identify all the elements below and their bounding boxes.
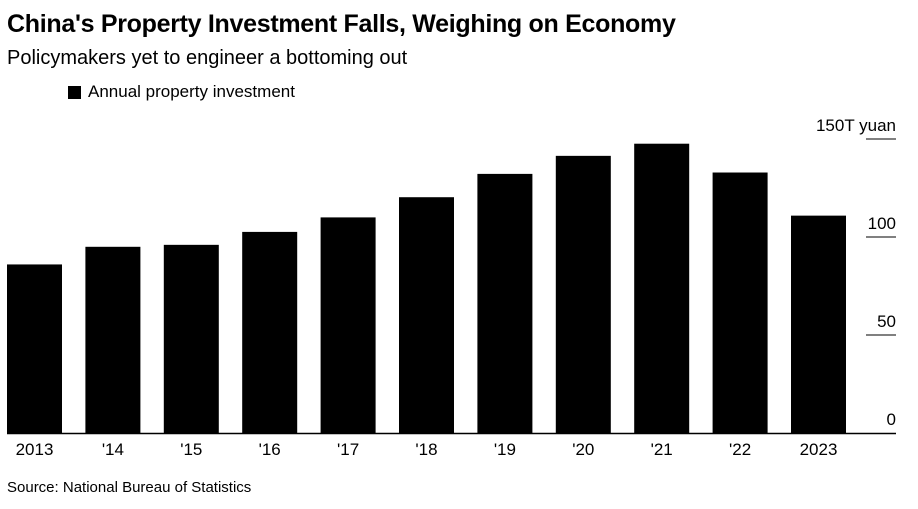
- x-tick-label: '14: [102, 440, 124, 459]
- x-tick-label: '16: [259, 440, 281, 459]
- x-tick-label: 2023: [800, 440, 838, 459]
- bar: [477, 173, 533, 433]
- legend: Annual property investment: [68, 82, 295, 102]
- x-tick-label: '22: [729, 440, 751, 459]
- x-tick-label: 2013: [16, 440, 54, 459]
- legend-swatch: [68, 85, 81, 99]
- x-tick-label: '17: [337, 440, 359, 459]
- bar: [555, 155, 611, 433]
- x-tick-label: '18: [415, 440, 437, 459]
- y-tick-label: 100: [868, 214, 896, 233]
- x-tick-label: '20: [572, 440, 594, 459]
- bar: [712, 172, 768, 434]
- bar: [7, 264, 62, 433]
- bar: [791, 215, 846, 433]
- bar: [163, 244, 219, 433]
- bar: [320, 217, 376, 433]
- source-note: Source: National Bureau of Statistics: [7, 479, 252, 496]
- bar: [242, 231, 298, 433]
- chart-subtitle: Policymakers yet to engineer a bottoming…: [7, 47, 408, 69]
- y-tick-label: 0: [887, 410, 896, 429]
- x-tick-label: '19: [494, 440, 516, 459]
- y-tick-label: 150T yuan: [816, 116, 896, 135]
- x-tick-label: '21: [651, 440, 673, 459]
- bar: [634, 143, 690, 434]
- bar: [399, 197, 454, 433]
- y-tick-label: 50: [877, 312, 896, 331]
- bar: [85, 246, 141, 433]
- x-tick-label: '15: [180, 440, 202, 459]
- chart-title: China's Property Investment Falls, Weigh…: [7, 10, 676, 38]
- legend-label: Annual property investment: [88, 82, 295, 101]
